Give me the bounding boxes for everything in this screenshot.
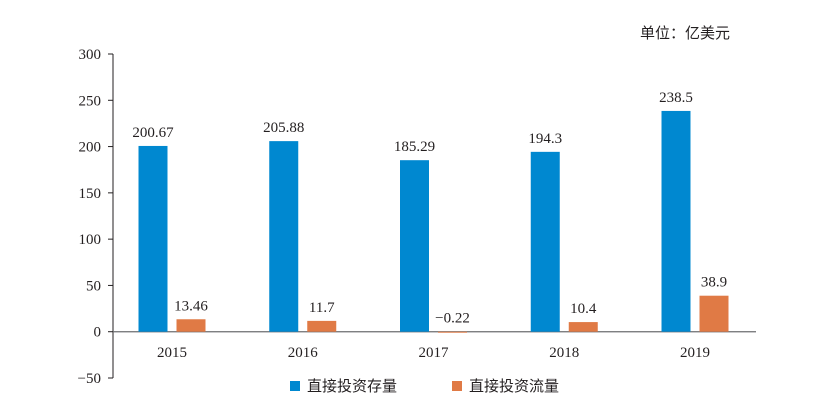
x-tick-label: 2018 (549, 345, 579, 361)
data-label: 205.88 (263, 120, 304, 136)
bar-flow-2017 (438, 331, 467, 333)
y-tick-label: 250 (79, 93, 102, 109)
y-tick-label: 100 (79, 232, 102, 248)
unit-label: 单位：亿美元 (640, 25, 730, 42)
legend-swatch (452, 381, 462, 391)
bar-flow-2016 (307, 320, 337, 332)
data-label: 185.29 (394, 139, 435, 155)
legend-swatch (290, 381, 300, 391)
data-label: −0.22 (435, 311, 470, 327)
bar-flow-2018 (568, 322, 598, 332)
y-tick-label: −50 (78, 371, 101, 387)
data-label: 10.4 (570, 301, 597, 317)
bar-stock-2016 (269, 141, 299, 332)
y-tick-label: 50 (86, 278, 101, 294)
data-label: 13.46 (174, 298, 208, 314)
bar-stock-2015 (138, 145, 168, 332)
bar-flow-2015 (176, 319, 206, 332)
y-tick-label: 150 (79, 186, 102, 202)
data-label: 200.67 (132, 125, 174, 141)
data-label: 11.7 (309, 300, 335, 316)
data-label: 194.3 (528, 131, 562, 147)
bar-stock-2018 (530, 151, 560, 332)
bar-stock-2017 (400, 160, 429, 332)
y-tick-label: 0 (94, 325, 102, 341)
x-tick-label: 2015 (157, 345, 187, 361)
y-tick-label: 300 (79, 47, 102, 63)
x-tick-label: 2017 (419, 345, 450, 361)
x-tick-label: 2019 (680, 345, 710, 361)
data-label: 38.9 (701, 275, 727, 291)
legend-label: 直接投资存量 (307, 378, 397, 395)
legend-label: 直接投资流量 (469, 378, 559, 395)
data-label: 238.5 (659, 90, 693, 106)
x-tick-label: 2016 (288, 345, 319, 361)
bar-stock-2019 (661, 110, 691, 332)
bar-flow-2019 (699, 295, 729, 332)
y-tick-label: 200 (79, 140, 102, 156)
